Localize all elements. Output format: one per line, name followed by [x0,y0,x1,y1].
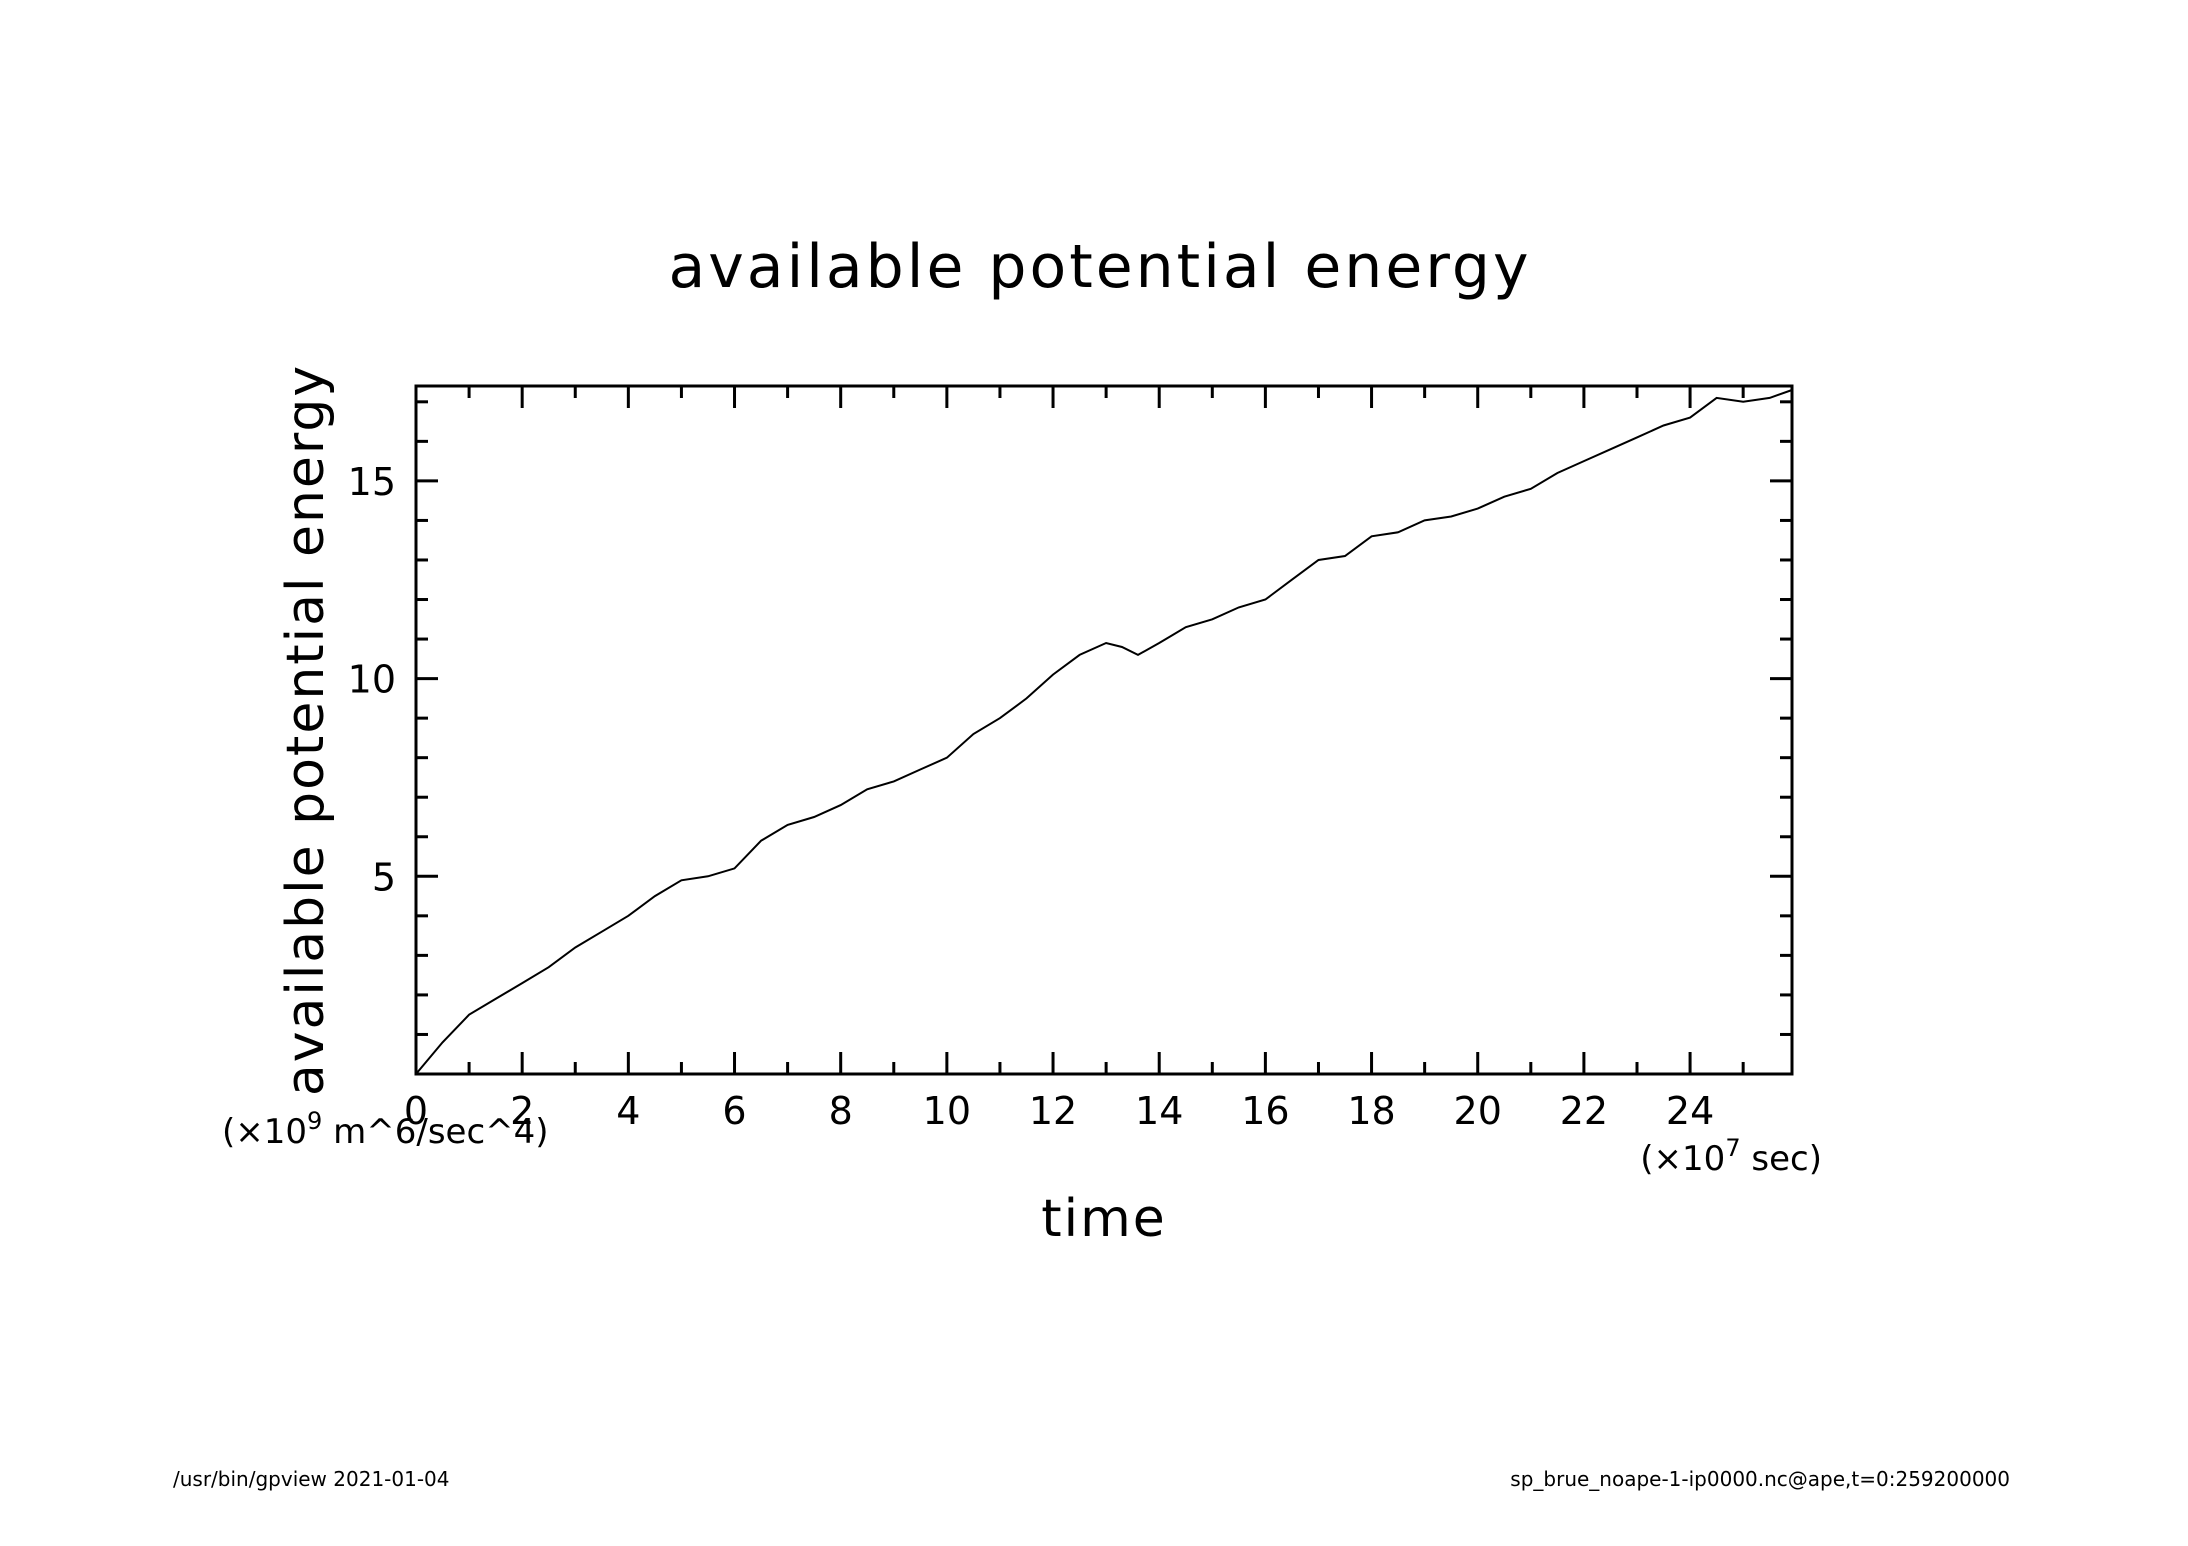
plot-frame [414,384,1794,1076]
chart-title: available potential energy [669,232,1532,302]
x-tick-label: 0 [404,1089,428,1133]
x-unit-suffix: sec) [1741,1139,1822,1179]
x-tick-label: 4 [616,1089,640,1133]
x-tick-label: 12 [1029,1089,1077,1133]
x-tick-label: 24 [1666,1089,1714,1133]
y-tick-label: 5 [372,855,396,899]
x-tick-label: 18 [1347,1089,1395,1133]
footer-right-text: sp_brue_noape-1-ip0000.nc@ape,t=0:259200… [1510,1467,2010,1491]
series-line [415,389,1793,1075]
x-tick-label: 8 [829,1089,853,1133]
y-unit-prefix: (×10 [222,1112,307,1152]
footer-left-text: /usr/bin/gpview 2021-01-04 [173,1467,450,1491]
x-axis-unit: (×107 sec) [1640,1134,1822,1179]
x-tick-label: 10 [923,1089,971,1133]
x-tick-label: 14 [1135,1089,1183,1133]
y-tick-label: 10 [348,658,396,702]
y-axis-unit: (×109 m^6/sec^4) [222,1107,549,1152]
x-unit-prefix: (×10 [1640,1139,1725,1179]
y-unit-exp: 9 [307,1107,322,1135]
ticks-layer [414,386,1792,1074]
x-tick-label: 22 [1560,1089,1608,1133]
x-tick-label: 6 [722,1089,746,1133]
x-tick-label: 2 [510,1089,534,1133]
x-tick-label: 20 [1454,1089,1502,1133]
y-unit-suffix: m^6/sec^4) [322,1112,548,1152]
x-unit-exp: 7 [1725,1134,1740,1162]
x-axis-label: time [1041,1189,1166,1249]
y-tick-label: 15 [348,460,396,504]
x-tick-label: 16 [1241,1089,1289,1133]
y-axis-label: available potential energy [276,364,336,1096]
